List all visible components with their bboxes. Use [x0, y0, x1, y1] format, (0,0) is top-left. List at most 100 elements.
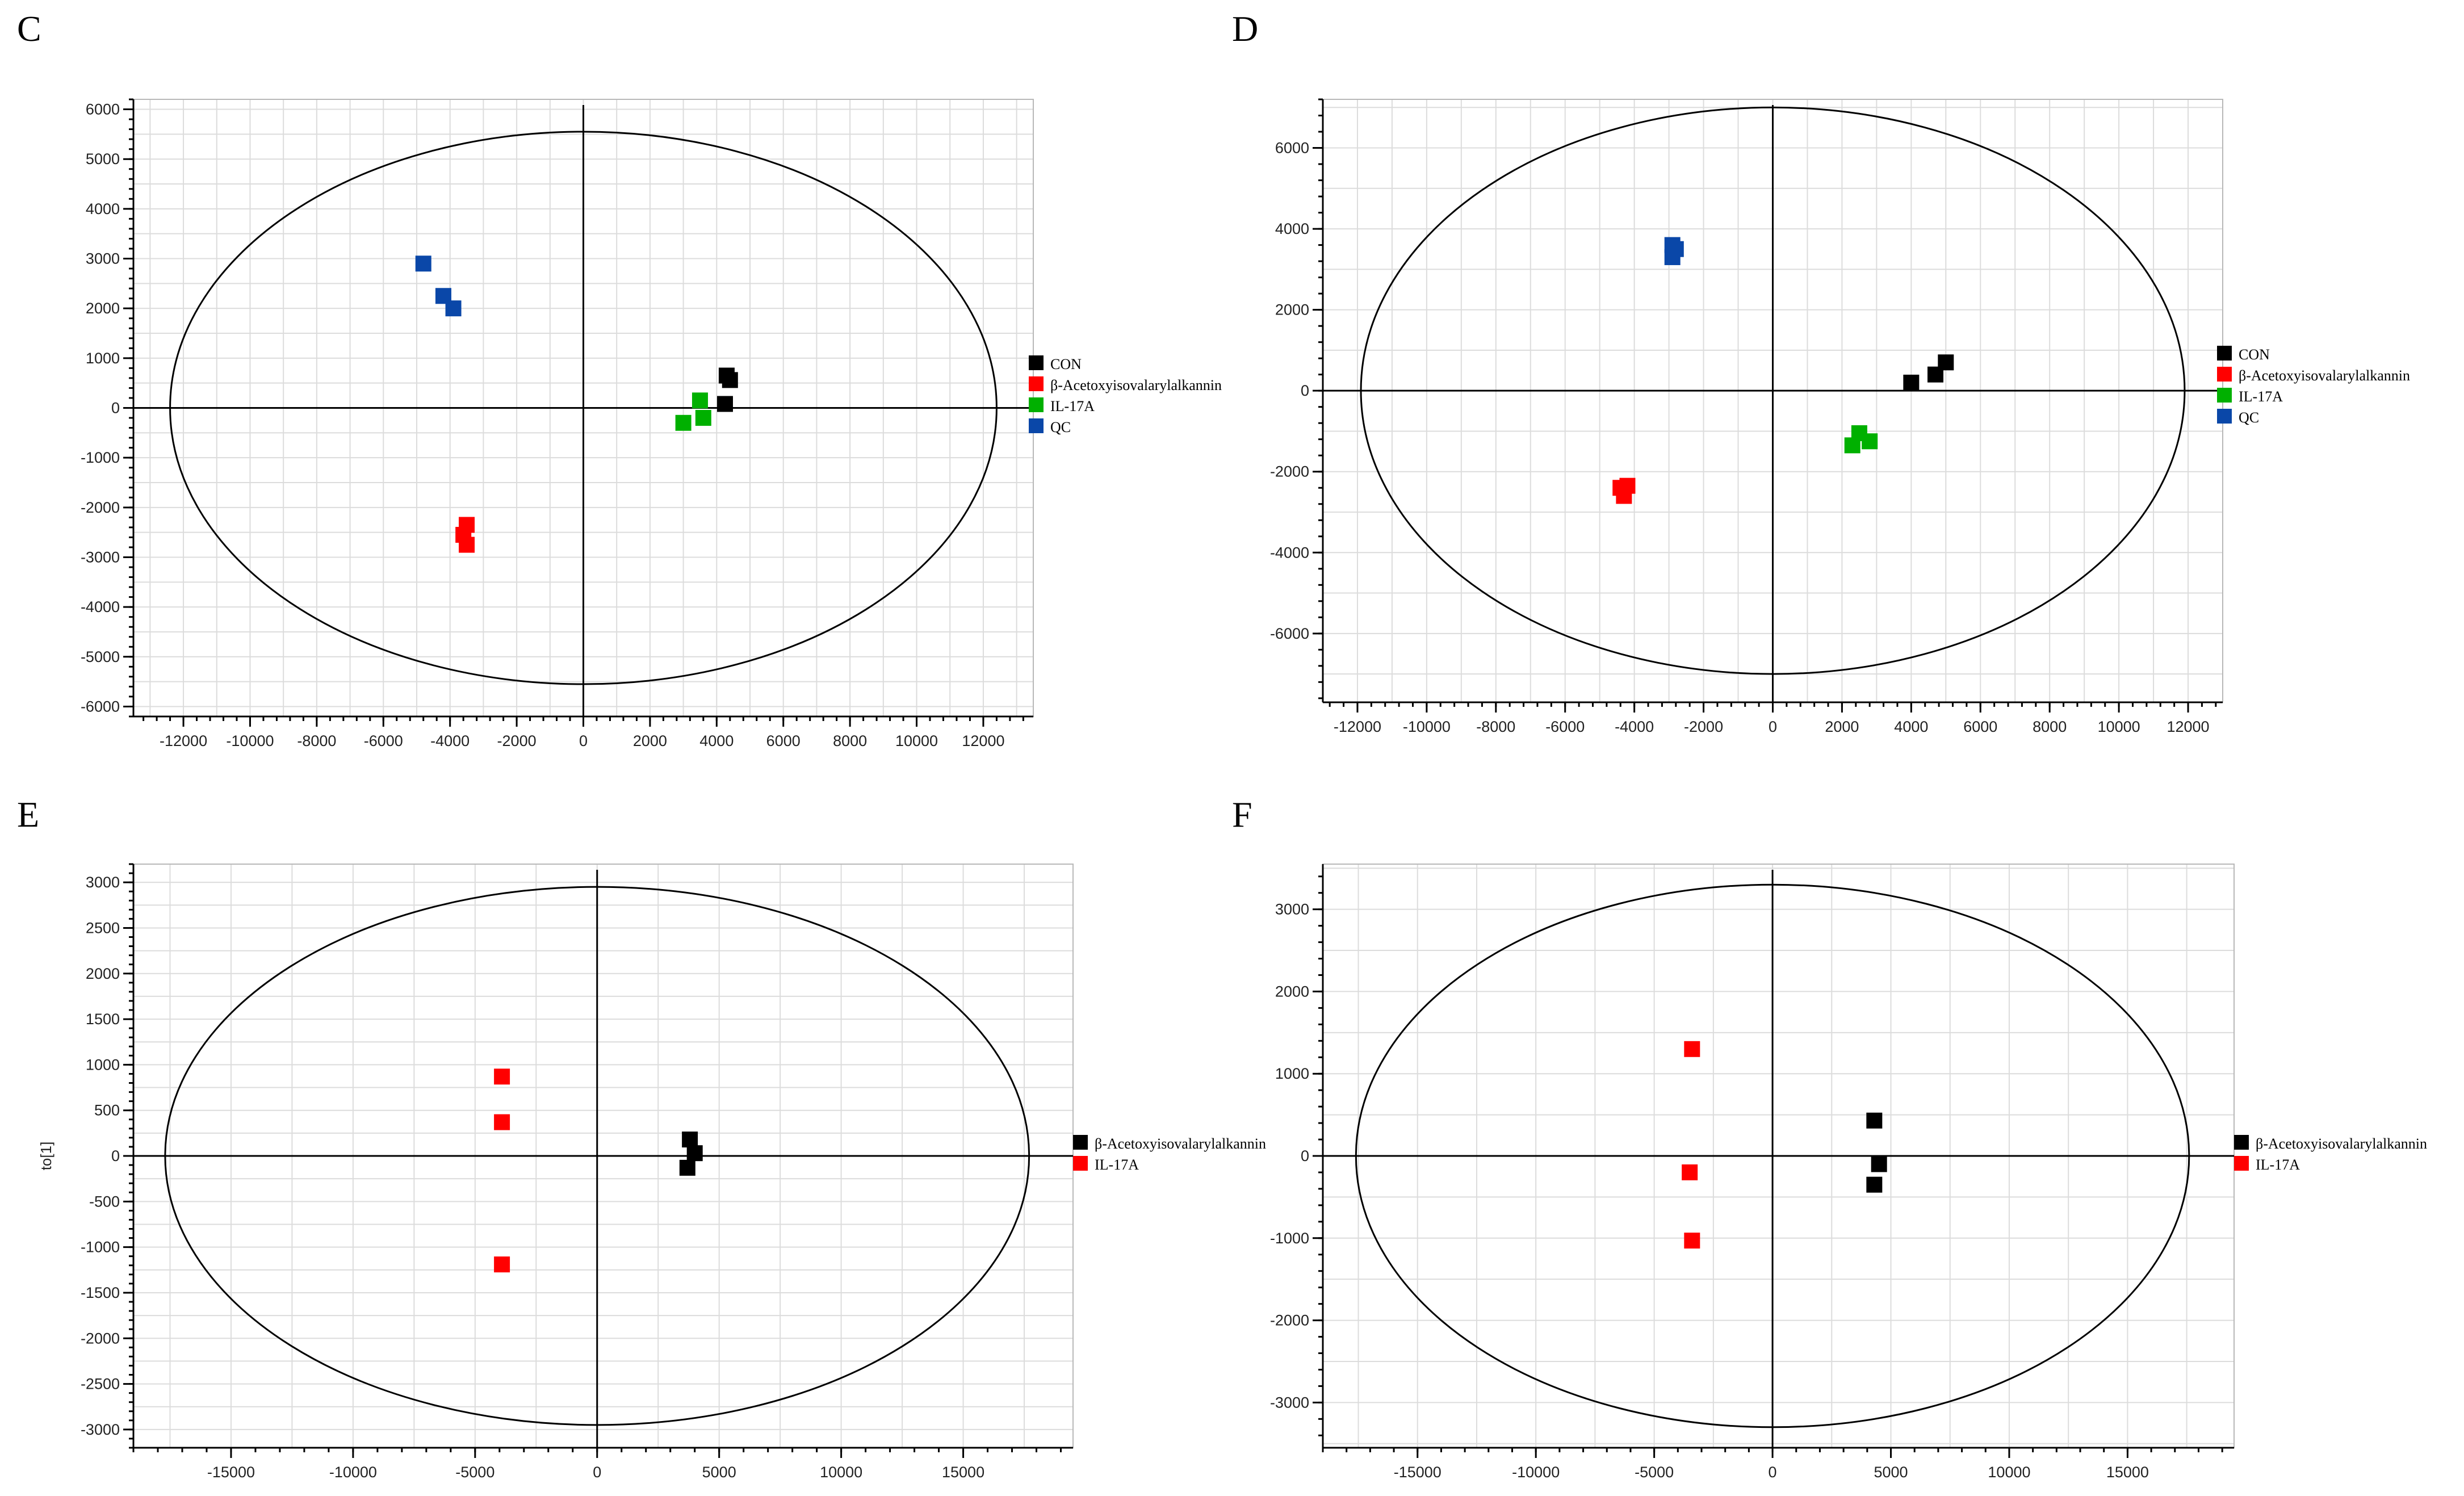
y-tick-label: 2500 — [86, 919, 120, 936]
hotelling-ellipse — [169, 131, 998, 685]
y-tick-label: 6000 — [86, 101, 120, 118]
hotelling-ellipse — [1360, 106, 2186, 675]
y-tick-label: 0 — [111, 1147, 120, 1164]
legend-swatch — [1073, 1156, 1088, 1171]
y-tick-label: -1500 — [81, 1284, 120, 1301]
y-tick-label: -6000 — [81, 698, 120, 715]
y-tick-label: 500 — [94, 1102, 120, 1119]
x-tick-label: 4000 — [699, 732, 734, 749]
x-tick-label: 6000 — [766, 732, 801, 749]
series-il-17a — [494, 1068, 510, 1273]
x-tick-label: 0 — [1769, 1464, 1777, 1481]
x-tick-label: -2000 — [1684, 718, 1723, 735]
y-tick-label: 2000 — [86, 300, 120, 317]
series-il-17a — [675, 392, 711, 431]
data-point — [695, 410, 711, 426]
y-tick-label: 0 — [1301, 382, 1309, 399]
panel-d: D -6000 -4000 -2000 0 2000 4000 6000 -12000 -100… — [1232, 9, 2410, 735]
data-point — [679, 1159, 695, 1176]
legend: CON β-Acetoxyisovalarylalkannin IL-17A QC — [1029, 355, 1222, 435]
data-point — [415, 255, 431, 272]
panel-c-label: C — [17, 9, 41, 49]
legend-swatch — [2217, 346, 2232, 361]
series--acetoxyisovalarylalkannin — [1866, 1112, 1887, 1193]
legend-label: IL-17A — [2256, 1156, 2300, 1173]
y-tick-label: 4000 — [86, 200, 120, 217]
x-tick-label: -2000 — [497, 732, 537, 749]
y-tick-label: -4000 — [1270, 544, 1309, 561]
y-axis-title: to[1] — [37, 1142, 55, 1171]
legend-swatch — [2234, 1156, 2249, 1171]
y-tick-label: 1500 — [86, 1011, 120, 1028]
x-tick-label: -12000 — [160, 732, 207, 749]
data-point — [459, 537, 475, 553]
y-tick-label: 6000 — [1275, 140, 1309, 157]
legend: CON β-Acetoxyisovalarylalkannin IL-17A QC — [2217, 346, 2410, 426]
y-tick-label: -4000 — [81, 598, 120, 615]
y-tick-label: 2000 — [1275, 301, 1309, 319]
y-tick-label: -2000 — [81, 1330, 120, 1347]
data-point — [445, 300, 462, 317]
data-point — [682, 1132, 698, 1148]
data-point — [1682, 1164, 1698, 1180]
legend-label: QC — [1050, 419, 1071, 435]
legend-label: β-Acetoxyisovalarylalkannin — [2239, 367, 2410, 384]
data-point — [1684, 1041, 1700, 1057]
series--acetoxyisovalarylalkannin — [679, 1132, 703, 1176]
legend-swatch — [2217, 388, 2232, 403]
x-tick-label: -5000 — [1635, 1464, 1674, 1481]
x-tick-label: -4000 — [430, 732, 470, 749]
y-tick-label: -2500 — [81, 1376, 120, 1393]
hotelling-ellipse — [1355, 883, 2190, 1428]
legend-label: β-Acetoxyisovalarylalkannin — [1050, 377, 1222, 393]
x-tick-label: 10000 — [895, 732, 938, 749]
x-tick-label: -12000 — [1334, 718, 1381, 735]
data-point — [1871, 1156, 1887, 1172]
series--acetoxyisovalarylalkannin — [1612, 477, 1636, 504]
data-point — [1903, 374, 1920, 391]
data-point — [675, 414, 692, 431]
data-point — [1844, 437, 1860, 454]
legend-label: CON — [2239, 346, 2270, 363]
x-tick-label: -10000 — [329, 1464, 377, 1481]
data-point — [1938, 354, 1954, 371]
y-tick-label: 4000 — [1275, 220, 1309, 237]
x-tick-label: -8000 — [1476, 718, 1515, 735]
panel-e: E -3000-2500-2000-1500-1000-500050010001… — [17, 794, 1266, 1481]
x-tick-label: -10000 — [1512, 1464, 1560, 1481]
data-point — [716, 396, 733, 412]
x-tick-label: -6000 — [1545, 718, 1585, 735]
series-con — [1903, 354, 1954, 391]
legend-swatch — [2217, 367, 2232, 382]
y-tick-label: -2000 — [81, 499, 120, 516]
x-tick-label: -6000 — [364, 732, 403, 749]
y-tick-label: 0 — [1301, 1147, 1309, 1164]
panel-e-label: E — [17, 794, 39, 835]
legend-label: IL-17A — [2239, 388, 2283, 405]
x-tick-label: 15000 — [2106, 1464, 2149, 1481]
series-il-17a — [1844, 425, 1878, 454]
panel-d-label: D — [1232, 9, 1258, 49]
series-qc — [415, 255, 462, 317]
data-point — [1684, 1233, 1700, 1249]
y-tick-label: 2000 — [86, 965, 120, 982]
y-tick-label: 2000 — [1275, 983, 1309, 1000]
y-tick-label: -3000 — [81, 1421, 120, 1438]
series-il-17a — [1682, 1041, 1700, 1249]
y-tick-label: 1000 — [1275, 1065, 1309, 1082]
y-tick-label: 3000 — [86, 874, 120, 891]
series-qc — [1664, 237, 1684, 265]
y-tick-label: 1000 — [86, 350, 120, 367]
x-tick-label: 6000 — [1963, 718, 1997, 735]
legend-label: IL-17A — [1050, 398, 1095, 414]
x-tick-label: 0 — [1769, 718, 1777, 735]
legend-label: CON — [1050, 356, 1082, 372]
data-point — [494, 1256, 510, 1273]
data-point — [1866, 1112, 1883, 1129]
y-tick-label: 3000 — [1275, 901, 1309, 918]
series-con — [716, 367, 738, 412]
legend-label: β-Acetoxyisovalarylalkannin — [2256, 1135, 2427, 1152]
y-tick-label: -1000 — [81, 1239, 120, 1256]
y-tick-label: -2000 — [1270, 463, 1309, 480]
